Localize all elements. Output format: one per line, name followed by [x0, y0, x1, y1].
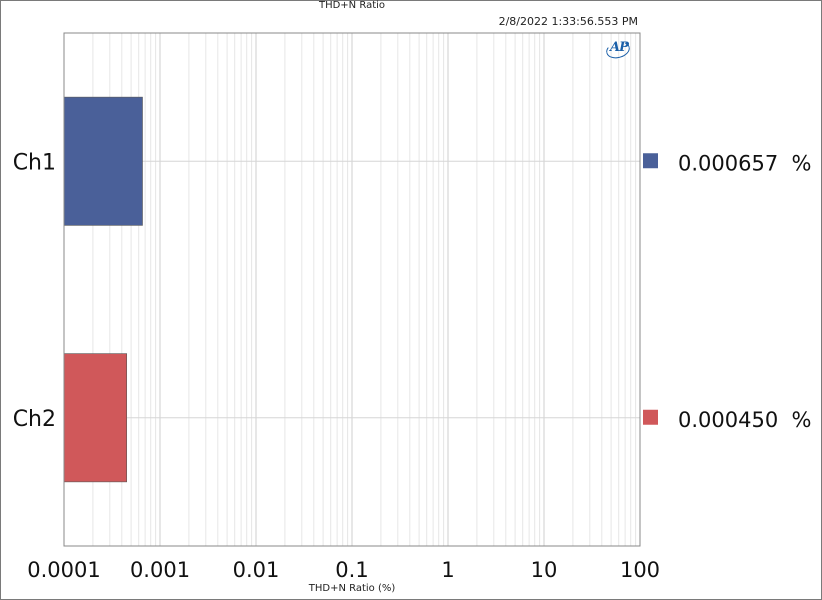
- legend-swatch-ch1: [643, 153, 658, 169]
- timestamp: 2/8/2022 1:33:56.553 PM: [498, 15, 638, 28]
- plot-border: [63, 32, 641, 547]
- x-tick-label: 0.0001: [27, 558, 100, 582]
- y-tick-label: Ch1: [13, 150, 56, 175]
- x-tick-label: 1: [441, 558, 454, 582]
- ap-logo-icon: AP: [604, 39, 632, 61]
- value-label-ch2: 0.000450 %: [678, 408, 812, 432]
- x-tick-label: 0.01: [233, 558, 280, 582]
- bar-ch1: [63, 96, 143, 226]
- x-tick-label: 100: [620, 558, 660, 582]
- x-tick-label: 0.001: [130, 558, 190, 582]
- x-tick-label: 0.1: [335, 558, 368, 582]
- x-axis-label: THD+N Ratio (%): [308, 583, 396, 594]
- bar-ch2: [63, 353, 128, 483]
- chart-title: THD+N Ratio: [318, 0, 386, 11]
- value-label-ch1: 0.000657 %: [678, 151, 812, 175]
- x-tick-label: 10: [531, 558, 558, 582]
- y-tick-label: Ch2: [13, 407, 56, 432]
- legend-swatch-ch2: [643, 409, 658, 425]
